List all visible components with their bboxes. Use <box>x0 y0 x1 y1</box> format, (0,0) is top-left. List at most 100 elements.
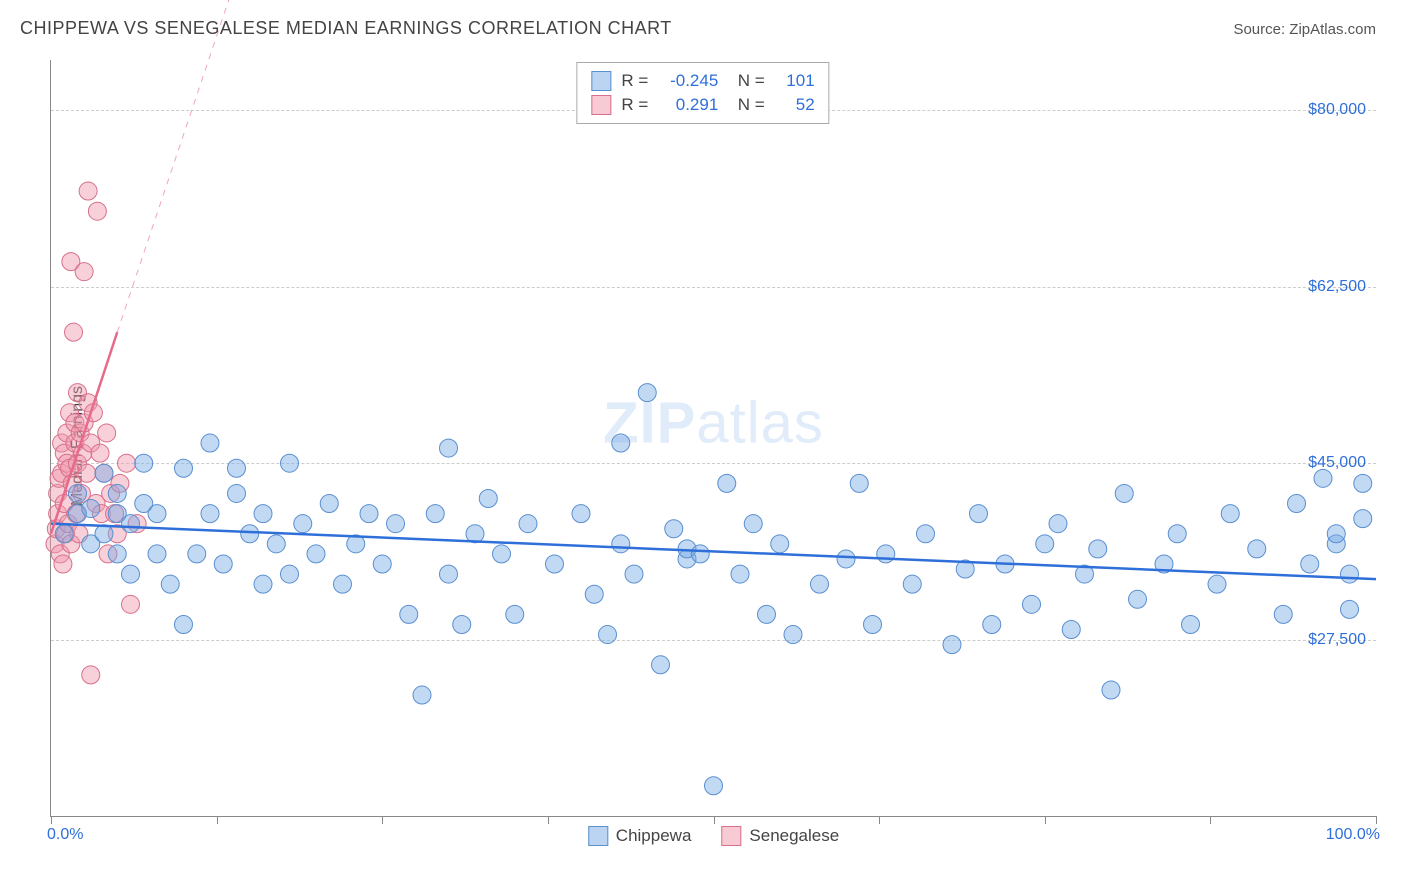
point-chippewa <box>731 565 749 583</box>
point-chippewa <box>426 505 444 523</box>
r-value-senegalese: 0.291 <box>658 95 718 115</box>
point-chippewa <box>360 505 378 523</box>
n-label: N = <box>728 71 764 91</box>
point-chippewa <box>55 525 73 543</box>
x-tick <box>548 816 549 824</box>
point-chippewa <box>1102 681 1120 699</box>
point-chippewa <box>95 525 113 543</box>
r-label: R = <box>621 95 648 115</box>
x-tick <box>1210 816 1211 824</box>
r-value-chippewa: -0.245 <box>658 71 718 91</box>
point-chippewa <box>572 505 590 523</box>
point-chippewa <box>705 777 723 795</box>
point-chippewa <box>135 454 153 472</box>
point-chippewa <box>281 565 299 583</box>
source-attribution: Source: ZipAtlas.com <box>1233 21 1376 38</box>
point-chippewa <box>970 505 988 523</box>
x-axis-max-label: 100.0% <box>1326 826 1380 844</box>
point-chippewa <box>1274 605 1292 623</box>
stats-row-chippewa: R = -0.245 N = 101 <box>591 69 814 93</box>
point-chippewa <box>864 615 882 633</box>
point-chippewa <box>983 615 1001 633</box>
point-chippewa <box>201 434 219 452</box>
point-chippewa <box>334 575 352 593</box>
point-chippewa <box>228 484 246 502</box>
legend-item-senegalese: Senegalese <box>721 826 839 846</box>
point-chippewa <box>254 575 272 593</box>
point-chippewa <box>1301 555 1319 573</box>
point-chippewa <box>82 500 100 518</box>
point-senegalese <box>98 424 116 442</box>
point-chippewa <box>440 565 458 583</box>
point-chippewa <box>638 384 656 402</box>
legend-swatch-pink <box>721 826 741 846</box>
point-chippewa <box>201 505 219 523</box>
point-chippewa <box>784 626 802 644</box>
n-label: N = <box>728 95 764 115</box>
point-chippewa <box>175 615 193 633</box>
point-chippewa <box>1089 540 1107 558</box>
x-tick <box>217 816 218 824</box>
point-chippewa <box>1062 621 1080 639</box>
point-senegalese <box>79 182 97 200</box>
point-chippewa <box>612 535 630 553</box>
point-chippewa <box>307 545 325 563</box>
point-chippewa <box>585 585 603 603</box>
point-chippewa <box>599 626 617 644</box>
point-chippewa <box>254 505 272 523</box>
point-chippewa <box>612 434 630 452</box>
x-tick <box>1376 816 1377 824</box>
point-chippewa <box>228 459 246 477</box>
point-chippewa <box>320 495 338 513</box>
point-chippewa <box>493 545 511 563</box>
point-chippewa <box>373 555 391 573</box>
n-value-senegalese: 52 <box>775 95 815 115</box>
point-senegalese <box>65 323 83 341</box>
legend-item-chippewa: Chippewa <box>588 826 692 846</box>
point-chippewa <box>1036 535 1054 553</box>
point-chippewa <box>665 520 683 538</box>
point-chippewa <box>214 555 232 573</box>
x-tick <box>1045 816 1046 824</box>
legend-label-chippewa: Chippewa <box>616 826 692 846</box>
point-chippewa <box>837 550 855 568</box>
point-chippewa <box>1049 515 1067 533</box>
point-chippewa <box>519 515 537 533</box>
point-chippewa <box>718 474 736 492</box>
point-chippewa <box>148 545 166 563</box>
point-chippewa <box>1023 595 1041 613</box>
x-tick <box>51 816 52 824</box>
plot-area: ZIPatlas 0.0% 100.0% Chippewa Senegalese… <box>50 60 1376 817</box>
point-chippewa <box>1327 525 1345 543</box>
point-chippewa <box>387 515 405 533</box>
point-chippewa <box>1341 600 1359 618</box>
legend-label-senegalese: Senegalese <box>749 826 839 846</box>
trendline-senegalese-extrap <box>117 0 276 332</box>
point-chippewa <box>294 515 312 533</box>
point-chippewa <box>691 545 709 563</box>
point-chippewa <box>148 505 166 523</box>
point-chippewa <box>744 515 762 533</box>
scatter-svg <box>51 60 1376 816</box>
stats-swatch-blue <box>591 71 611 91</box>
point-chippewa <box>903 575 921 593</box>
legend-swatch-blue <box>588 826 608 846</box>
point-chippewa <box>267 535 285 553</box>
point-chippewa <box>1182 615 1200 633</box>
point-chippewa <box>877 545 895 563</box>
stats-swatch-pink <box>591 95 611 115</box>
chart-title: CHIPPEWA VS SENEGALESE MEDIAN EARNINGS C… <box>20 18 672 39</box>
point-chippewa <box>1248 540 1266 558</box>
point-chippewa <box>1354 510 1372 528</box>
point-chippewa <box>1288 495 1306 513</box>
point-chippewa <box>652 656 670 674</box>
point-chippewa <box>453 615 471 633</box>
n-value-chippewa: 101 <box>775 71 815 91</box>
point-senegalese <box>118 454 136 472</box>
point-senegalese <box>75 263 93 281</box>
point-senegalese <box>122 595 140 613</box>
point-chippewa <box>943 636 961 654</box>
point-chippewa <box>1115 484 1133 502</box>
stats-row-senegalese: R = 0.291 N = 52 <box>591 93 814 117</box>
point-chippewa <box>108 545 126 563</box>
